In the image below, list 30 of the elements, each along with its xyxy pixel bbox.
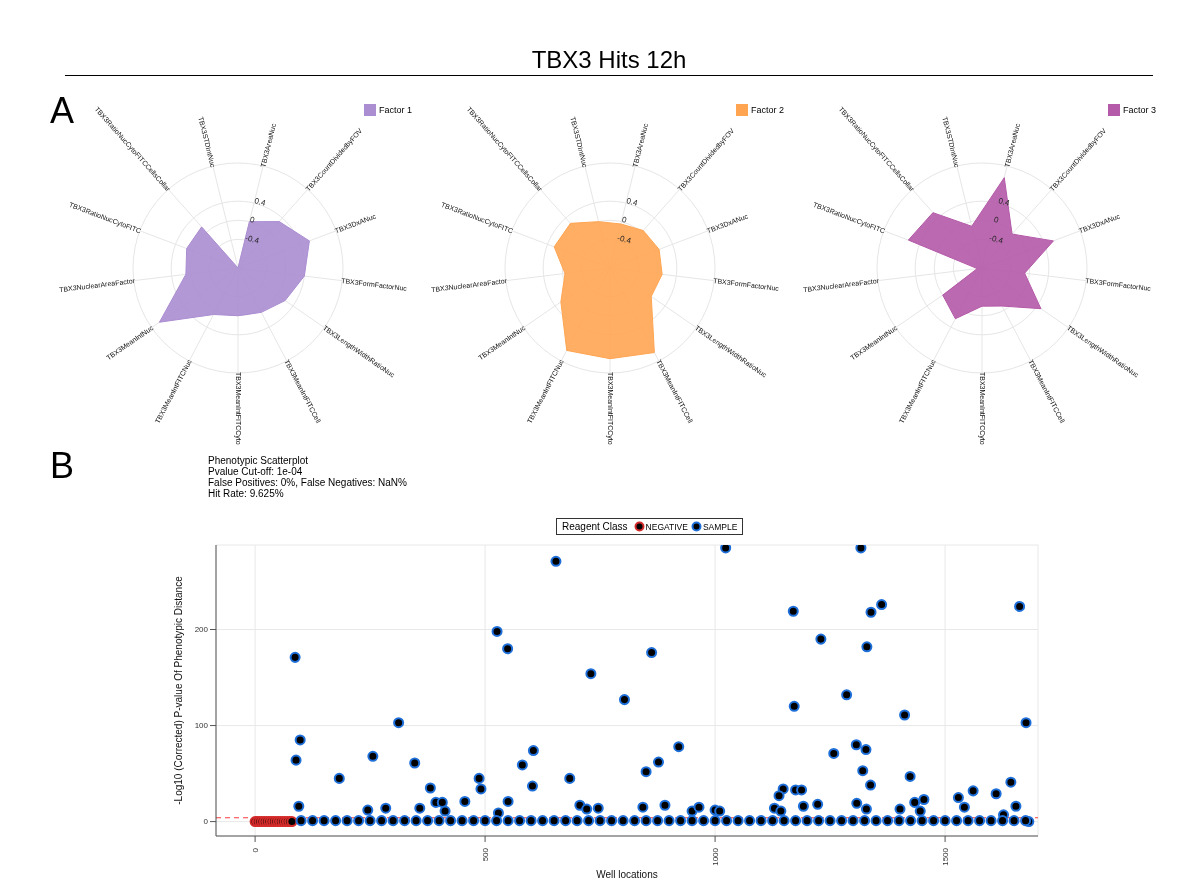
y-tick-label: 0 <box>203 817 209 827</box>
x-tick-label: 500 <box>480 847 490 862</box>
x-tick-label: 1000 <box>710 847 720 866</box>
text: Pvalue Cut-off: 1e-04 <box>208 466 303 477</box>
y-tick-label: 0.4 <box>997 196 1011 208</box>
y-tick-label: 100 <box>194 721 209 731</box>
y-tick-label: -0.4 <box>988 233 1005 246</box>
x-axis-title: Well locations <box>596 869 658 880</box>
y-tick-label: 0.4 <box>625 196 639 208</box>
legend-label: NEGATIVE <box>644 521 688 532</box>
y-tick-label: 0 <box>620 214 628 225</box>
legend-title: Reagent Class <box>562 521 628 532</box>
y-tick-label: 0.4 <box>253 196 267 208</box>
text: False Positives: 0%, False Negatives: NaN% <box>208 477 407 488</box>
legend-label: SAMPLE <box>701 521 738 532</box>
y-tick-label: 0 <box>248 214 256 225</box>
x-tick-label: 1500 <box>940 847 950 866</box>
legend-label: Factor 1 <box>378 105 412 115</box>
text: B <box>50 445 75 487</box>
text: TBX3 Hits 12h <box>65 46 1153 76</box>
legend-label: Factor 2 <box>750 105 784 115</box>
y-tick-label: 0 <box>992 214 1000 225</box>
chart-title: Phenotypic Scatterplot <box>208 455 310 466</box>
y-tick-label: -0.4 <box>616 233 633 246</box>
y-tick-label: 200 <box>194 625 209 635</box>
y-axis-title: -Log10 (Corrected) P-value Of Phenotypic Distance <box>172 575 184 805</box>
legend-label: Factor 3 <box>1122 105 1156 115</box>
y-tick-label: -0.4 <box>244 233 261 246</box>
text: A <box>50 90 75 132</box>
text: Hit Rate: 9.625% <box>208 488 285 499</box>
